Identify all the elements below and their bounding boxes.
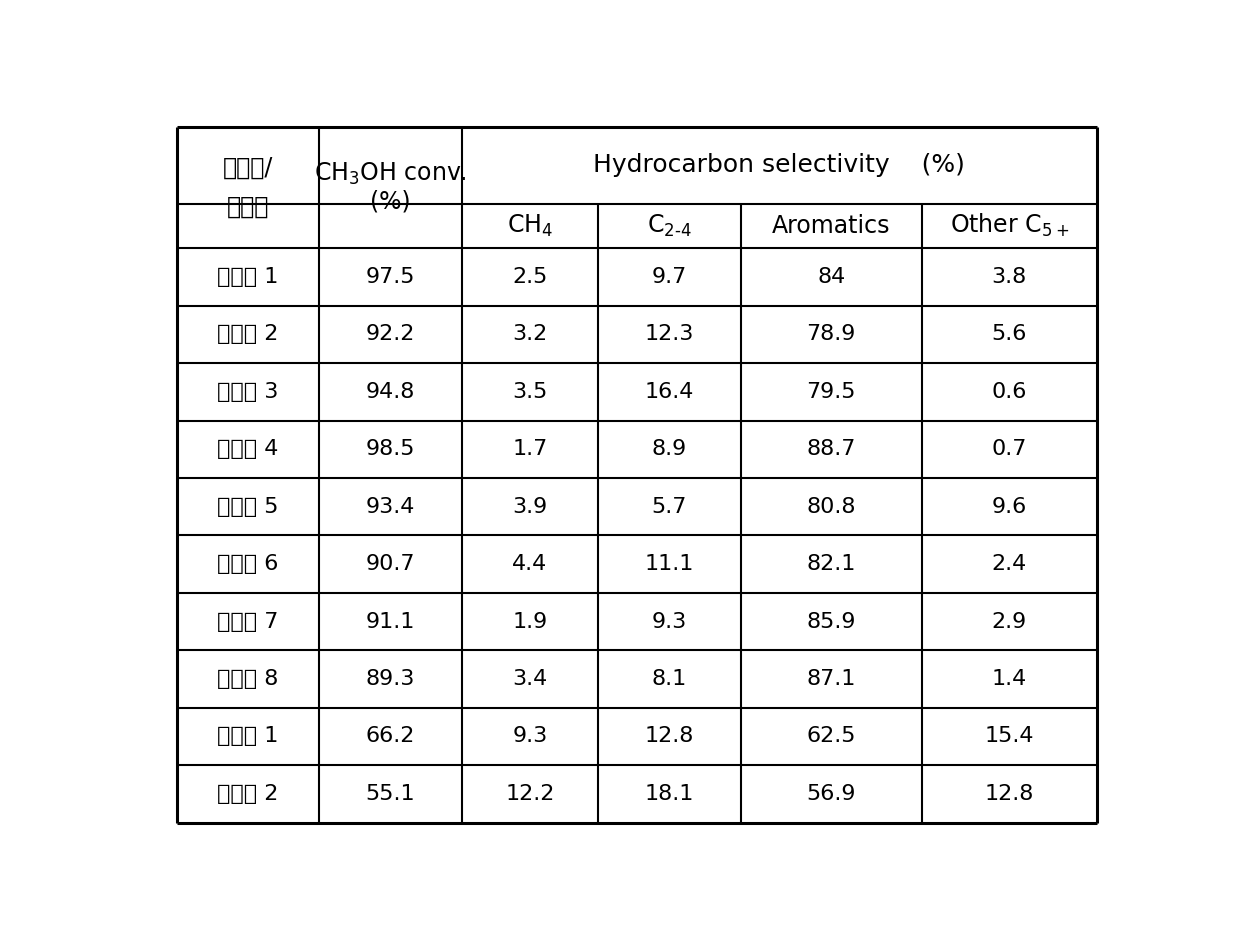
Text: 实施例 1: 实施例 1 [217, 267, 279, 287]
Text: Other $\mathrm{C_{5+}}$: Other $\mathrm{C_{5+}}$ [950, 212, 1069, 239]
Text: 98.5: 98.5 [366, 439, 415, 459]
Text: 85.9: 85.9 [806, 611, 856, 632]
Text: 3.8: 3.8 [992, 267, 1027, 287]
Text: 9.3: 9.3 [652, 611, 687, 632]
Text: 12.2: 12.2 [505, 784, 554, 804]
Text: 实施例 8: 实施例 8 [217, 669, 279, 689]
Text: 88.7: 88.7 [806, 439, 856, 459]
Text: 3.4: 3.4 [512, 669, 548, 689]
Text: 8.1: 8.1 [652, 669, 687, 689]
Text: 91.1: 91.1 [366, 611, 415, 632]
Text: 2.4: 2.4 [992, 554, 1027, 574]
Text: 实施例 3: 实施例 3 [217, 382, 279, 402]
Text: $\mathrm{CH_4}$: $\mathrm{CH_4}$ [507, 213, 553, 239]
Text: 16.4: 16.4 [645, 382, 694, 402]
Text: 18.1: 18.1 [645, 784, 694, 804]
Text: 5.6: 5.6 [992, 324, 1027, 345]
Text: 84: 84 [817, 267, 846, 287]
Text: 66.2: 66.2 [366, 727, 415, 747]
Text: 对比例 2: 对比例 2 [217, 784, 279, 804]
Text: 9.6: 9.6 [992, 497, 1027, 516]
Text: 9.3: 9.3 [512, 727, 548, 747]
Text: $\mathrm{CH_3}$OH conv.: $\mathrm{CH_3}$OH conv. [314, 161, 467, 187]
Text: 8.9: 8.9 [652, 439, 687, 459]
Text: 4.4: 4.4 [512, 554, 548, 574]
Text: 实施例 7: 实施例 7 [217, 611, 279, 632]
Text: $\mathrm{C_{2\text{-}4}}$: $\mathrm{C_{2\text{-}4}}$ [647, 213, 692, 239]
Text: 11.1: 11.1 [645, 554, 694, 574]
Text: 3.5: 3.5 [512, 382, 548, 402]
Text: 2.9: 2.9 [992, 611, 1027, 632]
Text: 78.9: 78.9 [806, 324, 856, 345]
Text: 对比例 1: 对比例 1 [217, 727, 279, 747]
Text: 80.8: 80.8 [806, 497, 856, 516]
Text: Hydrocarbon selectivity    (%): Hydrocarbon selectivity (%) [593, 153, 965, 177]
Text: 实施例 4: 实施例 4 [217, 439, 279, 459]
Text: 82.1: 82.1 [806, 554, 856, 574]
Text: 3.2: 3.2 [512, 324, 548, 345]
Text: 87.1: 87.1 [806, 669, 856, 689]
Text: 1.4: 1.4 [992, 669, 1027, 689]
Text: 2.5: 2.5 [512, 267, 548, 287]
Text: 90.7: 90.7 [366, 554, 415, 574]
Text: 实施例 6: 实施例 6 [217, 554, 279, 574]
Text: 1.7: 1.7 [512, 439, 548, 459]
Text: 0.7: 0.7 [992, 439, 1027, 459]
Text: 94.8: 94.8 [366, 382, 415, 402]
Text: 93.4: 93.4 [366, 497, 415, 516]
Text: 12.8: 12.8 [645, 727, 694, 747]
Text: 15.4: 15.4 [985, 727, 1034, 747]
Text: 实施例/
对比例: 实施例/ 对比例 [223, 156, 273, 219]
Text: 12.3: 12.3 [645, 324, 694, 345]
Text: 5.7: 5.7 [652, 497, 687, 516]
Text: 55.1: 55.1 [366, 784, 415, 804]
Text: 实施例 2: 实施例 2 [217, 324, 279, 345]
Text: 79.5: 79.5 [806, 382, 856, 402]
Text: 实施例 5: 实施例 5 [217, 497, 279, 516]
Text: 3.9: 3.9 [512, 497, 548, 516]
Text: 89.3: 89.3 [366, 669, 415, 689]
Text: 92.2: 92.2 [366, 324, 415, 345]
Text: 1.9: 1.9 [512, 611, 548, 632]
Text: 12.8: 12.8 [985, 784, 1034, 804]
Text: 62.5: 62.5 [806, 727, 856, 747]
Text: Aromatics: Aromatics [773, 214, 890, 238]
Text: 0.6: 0.6 [992, 382, 1027, 402]
Text: 9.7: 9.7 [652, 267, 687, 287]
Text: 97.5: 97.5 [366, 267, 415, 287]
Text: 56.9: 56.9 [806, 784, 856, 804]
Text: (%): (%) [371, 190, 410, 213]
